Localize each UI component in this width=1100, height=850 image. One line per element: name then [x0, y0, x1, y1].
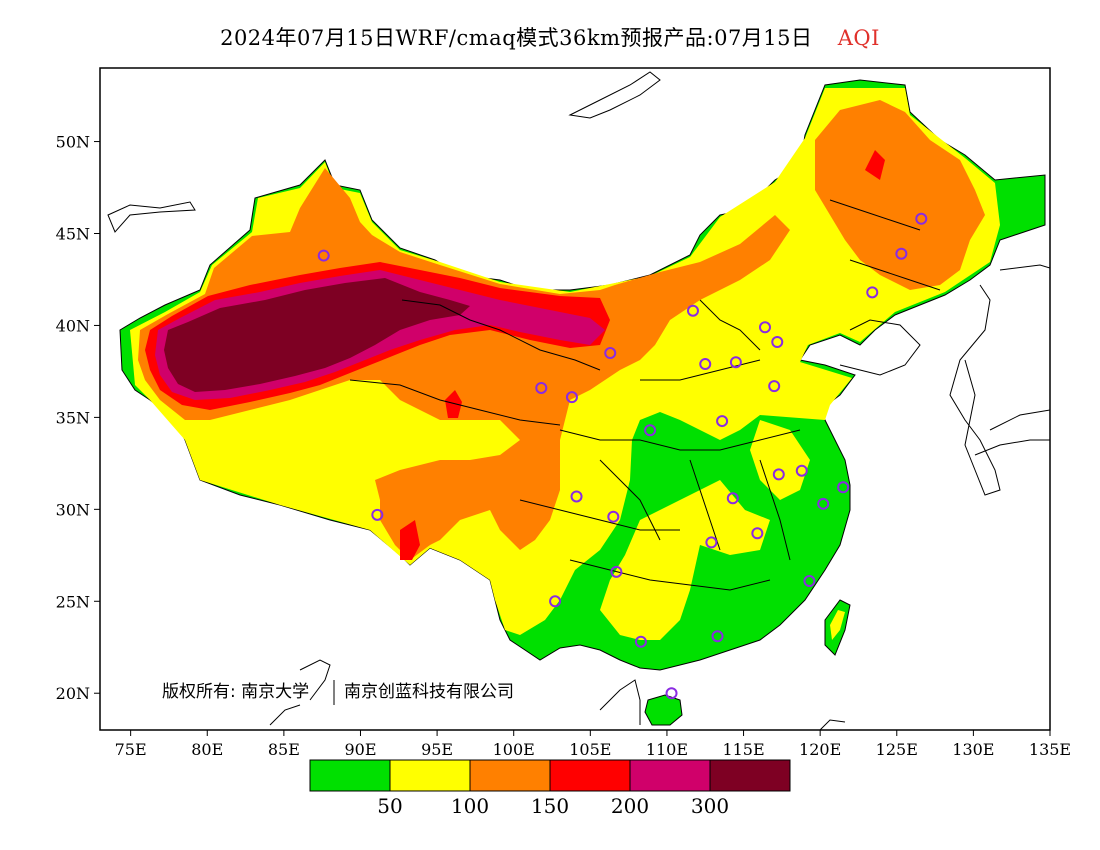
lat-tick-label: 35N: [56, 408, 90, 427]
station-marker: [726, 492, 739, 505]
station-marker: [644, 424, 657, 437]
lat-tick-label: 25N: [56, 592, 90, 611]
station-marker: [665, 687, 678, 700]
legend-label: 150: [531, 794, 569, 818]
province-borders: [349, 199, 941, 591]
copyright-text: 版权所有: 南京大学: [162, 682, 309, 702]
legend-swatch: [629, 759, 711, 792]
lon-tick-label: 110E: [646, 740, 688, 759]
lon-tick-label: 115E: [722, 740, 764, 759]
station-marker: [803, 575, 816, 588]
station-marker: [711, 630, 724, 643]
station-marker: [699, 358, 712, 371]
lon-tick-label: 85E: [268, 740, 300, 759]
station-marker: [535, 381, 548, 394]
station-marker: [686, 304, 699, 317]
station-marker: [772, 468, 785, 481]
aqi-zone-moderate-south: [600, 480, 770, 640]
legend-swatch: [309, 759, 391, 792]
title-main: 2024年07月15日WRF/cmaq模式36km预报产品:07月15日: [220, 26, 813, 50]
legend-swatch: [709, 759, 791, 792]
lon-tick-label: 95E: [421, 740, 453, 759]
station-marker: [604, 347, 617, 360]
aqi-zone-sensitive-ne: [815, 100, 985, 290]
hainan: [644, 694, 683, 726]
station-marker: [751, 527, 764, 540]
station-markers: [317, 212, 928, 700]
station-marker: [607, 510, 620, 523]
lat-tick-label: 30N: [56, 500, 90, 519]
station-marker: [716, 415, 729, 428]
legend-swatch: [389, 759, 471, 792]
longitude-axis: 75E 80E 85E 90E 95E 100E 105E 110E 115E 120E 125E 1…: [115, 730, 1071, 759]
legend-swatch: [469, 759, 551, 792]
station-marker: [729, 356, 742, 369]
copyright-partner: 南京创蓝科技有限公司: [344, 682, 514, 702]
lon-tick-label: 130E: [952, 740, 994, 759]
map-frame: [99, 67, 1051, 731]
station-marker: [768, 380, 781, 393]
station-marker: [634, 635, 647, 648]
station-marker: [817, 497, 830, 510]
station-marker: [610, 565, 623, 578]
lon-tick-label: 120E: [799, 740, 841, 759]
station-marker: [317, 249, 330, 262]
station-marker: [866, 286, 879, 299]
legend-label: 300: [691, 794, 729, 818]
station-marker: [795, 464, 808, 477]
title-variable: AQI: [837, 26, 880, 50]
station-marker: [549, 595, 562, 608]
lat-tick-label: 40N: [56, 316, 90, 335]
neighbor-borders: [107, 71, 1050, 730]
legend-swatch: [549, 759, 631, 792]
lon-tick-label: 90E: [344, 740, 376, 759]
station-marker: [915, 212, 928, 225]
station-marker: [895, 247, 908, 260]
station-marker: [705, 536, 718, 549]
aqi-zone-unhealthy-tibet: [400, 520, 420, 560]
legend-label: 200: [611, 794, 649, 818]
station-marker: [837, 481, 850, 494]
lon-tick-label: 80E: [191, 740, 223, 759]
station-marker: [565, 391, 578, 404]
aqi-zone-unhealthy-ne: [865, 150, 885, 180]
aqi-zone-hazardous: [164, 278, 470, 392]
station-marker: [570, 490, 583, 503]
latitude-axis: 20N 25N 30N 35N 40N 45N 50N: [56, 133, 100, 703]
legend-label: 50: [377, 794, 402, 818]
lon-tick-label: 105E: [569, 740, 611, 759]
lat-tick-label: 45N: [56, 225, 90, 244]
lat-tick-label: 20N: [56, 684, 90, 703]
legend-label: 100: [451, 794, 489, 818]
map-area: [107, 71, 1050, 730]
station-marker: [371, 508, 384, 521]
aqi-zone-unhealthy-qinghai: [445, 390, 462, 418]
map-title: 2024年07月15日WRF/cmaq模式36km预报产品:07月15日 AQI: [0, 22, 1100, 52]
aqi-legend: 50 100 150 200 300: [309, 759, 791, 818]
lon-tick-label: 100E: [493, 740, 535, 759]
lon-tick-label: 135E: [1029, 740, 1071, 759]
lat-tick-label: 50N: [56, 133, 90, 152]
station-marker: [759, 321, 771, 334]
aqi-zone-moderate-east: [750, 420, 810, 500]
lon-tick-label: 75E: [115, 740, 147, 759]
aqi-zone-sensitive: [138, 168, 790, 550]
station-marker: [771, 335, 784, 348]
lon-tick-label: 125E: [876, 740, 918, 759]
